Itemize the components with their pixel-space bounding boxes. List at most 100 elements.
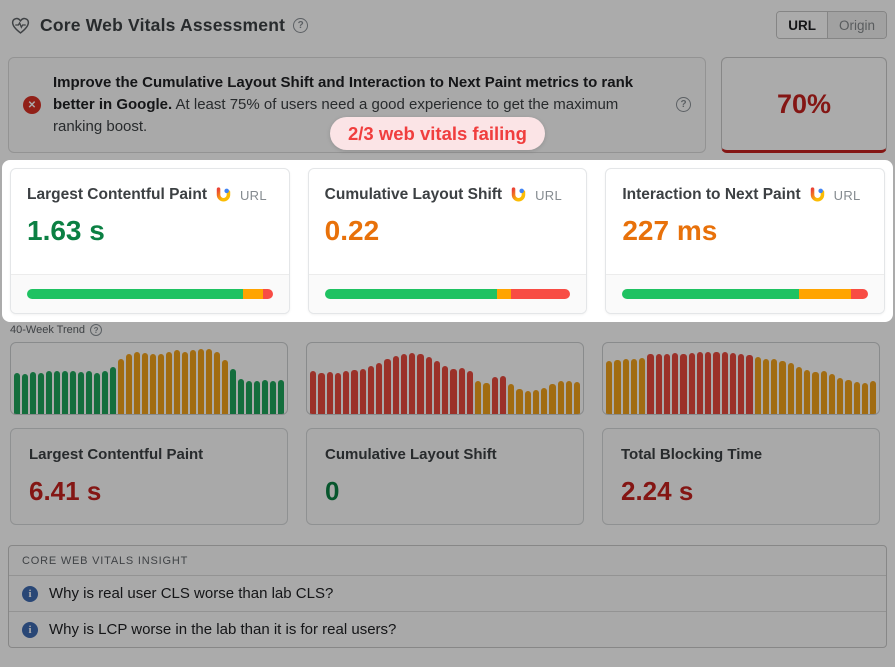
distribution-bar	[324, 289, 571, 299]
trend-bar	[442, 365, 449, 414]
trend-bar	[738, 353, 745, 414]
trend-bar	[458, 367, 465, 414]
info-icon: i	[22, 621, 38, 638]
trend-bar	[38, 372, 44, 414]
summary-card-lcp: Largest Contentful Paint 6.41 s	[10, 428, 288, 525]
trend-bar	[425, 357, 432, 414]
trend-bar	[278, 379, 284, 414]
trend-bar	[516, 389, 523, 414]
dist-poor	[850, 289, 868, 299]
insights-section: CORE WEB VITALS INSIGHT i Why is real us…	[8, 545, 887, 648]
trend-bar	[409, 352, 416, 414]
trend-bar	[270, 380, 276, 414]
trend-bar	[102, 371, 108, 414]
trend-charts-row	[10, 342, 880, 415]
metric-source-label: URL	[833, 187, 861, 203]
score-box: 70%	[721, 57, 887, 153]
url-origin-toggle: URL Origin	[776, 11, 887, 39]
trend-bar	[326, 372, 333, 414]
summary-title: Cumulative Layout Shift	[325, 446, 497, 463]
trend-help-icon[interactable]: ?	[90, 324, 103, 336]
toggle-origin-button[interactable]: Origin	[827, 12, 886, 38]
trend-bar	[142, 352, 148, 414]
trend-bar	[359, 368, 366, 414]
assessment-text: Improve the Cumulative Layout Shift and …	[53, 72, 665, 138]
trend-bar	[771, 359, 778, 414]
trend-bar	[182, 351, 188, 414]
crux-chrome-icon	[810, 186, 824, 201]
distribution-bar	[622, 289, 868, 299]
trend-bar	[532, 389, 539, 414]
trend-bar	[762, 358, 769, 414]
metric-card-lcp: Largest Contentful Paint URL 1.63 s	[10, 168, 290, 314]
trend-bar	[705, 351, 712, 414]
trend-bar	[190, 350, 196, 414]
insight-text: Why is real user CLS worse than lab CLS?	[49, 585, 334, 602]
metric-source-label: URL	[535, 187, 562, 203]
trend-bar	[837, 377, 844, 414]
trend-bar	[206, 349, 212, 414]
trend-bar	[384, 359, 391, 414]
info-icon: i	[22, 585, 38, 602]
trend-bar	[713, 352, 720, 414]
insight-question-lcp[interactable]: i Why is LCP worse in the lab than it is…	[9, 611, 886, 647]
vitals-failing-badge: 2/3 web vitals failing	[330, 117, 545, 150]
metric-value: 0.22	[324, 215, 380, 246]
assessment-row: ✕ Improve the Cumulative Layout Shift an…	[8, 57, 887, 153]
trend-bar	[126, 354, 132, 414]
distribution-bar	[27, 289, 273, 299]
trend-bar	[367, 365, 374, 414]
summary-title: Total Blocking Time	[621, 446, 763, 463]
trend-bar	[150, 354, 156, 414]
trend-bar	[812, 372, 819, 414]
trend-bar	[392, 355, 399, 414]
crux-chrome-icon	[216, 186, 231, 201]
trend-bar	[557, 381, 564, 414]
trend-bar	[400, 353, 407, 414]
trend-bar	[351, 369, 358, 414]
assessment-text-body: At least 75% of users need a good experi…	[53, 96, 619, 135]
trend-bar	[524, 390, 531, 414]
trend-bar	[238, 378, 244, 414]
metric-value: 227 ms	[622, 215, 718, 246]
trend-bar	[630, 358, 637, 414]
trend-bar	[343, 371, 350, 414]
metric-value: 1.63 s	[27, 215, 105, 246]
dist-needs-improvement	[799, 289, 851, 299]
trend-bar	[491, 377, 498, 414]
trend-bar	[334, 372, 341, 414]
trend-bar	[110, 367, 116, 414]
trend-bar	[262, 379, 268, 414]
trend-bar	[376, 362, 383, 414]
trend-bar	[639, 357, 646, 414]
toggle-url-button[interactable]: URL	[777, 12, 828, 38]
trend-bar	[433, 361, 440, 414]
dist-good	[622, 289, 800, 299]
trend-bar	[475, 381, 482, 414]
trend-bar	[672, 352, 679, 414]
trend-chart-tbt	[602, 342, 880, 415]
trend-bar	[198, 348, 204, 414]
assessment-help-icon[interactable]: ?	[676, 97, 691, 112]
insight-text: Why is LCP worse in the lab than it is f…	[49, 621, 397, 638]
trend-bar	[466, 371, 473, 414]
trend-bar	[779, 360, 786, 414]
trend-bar	[70, 370, 76, 414]
trend-bar	[696, 352, 703, 414]
trend-bar	[417, 354, 424, 414]
trend-bar	[853, 382, 860, 414]
trend-bar	[30, 372, 36, 414]
metric-card-cls: Cumulative Layout Shift URL 0.22	[307, 168, 588, 314]
insight-question-cls[interactable]: i Why is real user CLS worse than lab CL…	[9, 576, 886, 611]
summary-card-tbt: Total Blocking Time 2.24 s	[602, 428, 880, 525]
trend-bar	[746, 355, 753, 414]
trend-bar	[222, 360, 228, 414]
summary-value: 2.24 s	[621, 476, 694, 506]
title-help-icon[interactable]: ?	[293, 17, 309, 33]
trend-bar	[795, 367, 802, 414]
assessment-text-bold: Improve the Cumulative Layout Shift and …	[53, 74, 634, 113]
trend-bar	[820, 370, 827, 414]
trend-chart-cls	[306, 342, 584, 415]
trend-bar	[845, 379, 852, 414]
